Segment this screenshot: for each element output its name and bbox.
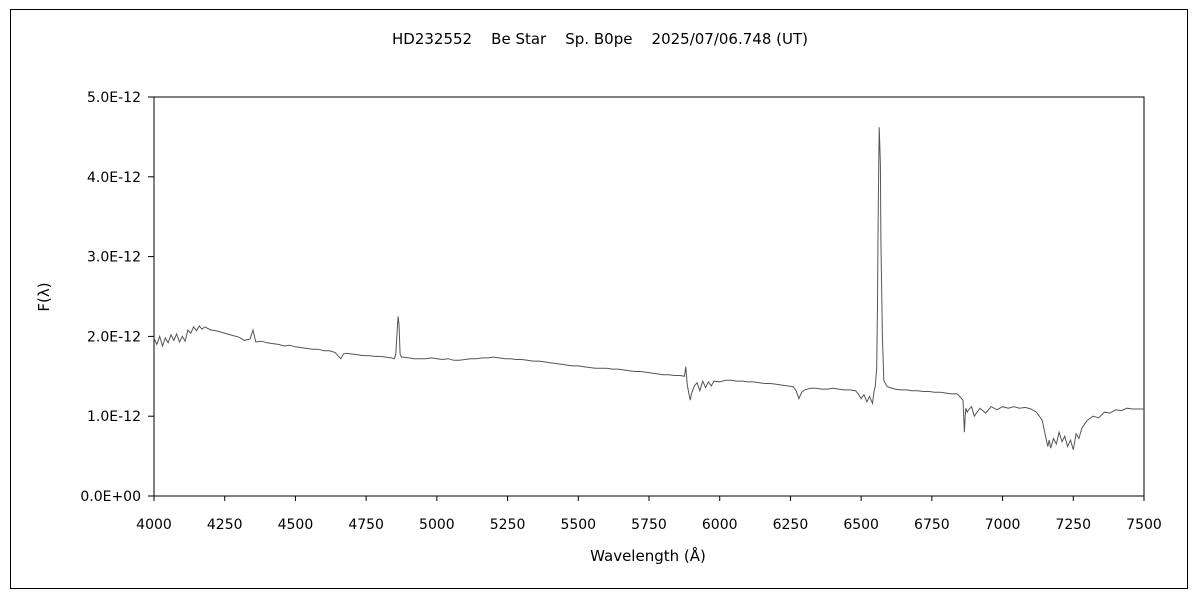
x-tick-label: 7000 — [985, 517, 1021, 533]
x-tick-label: 4750 — [348, 517, 384, 533]
y-tick-label: 5.0E-12 — [87, 90, 141, 106]
y-axis-label: F(λ) — [35, 282, 53, 311]
x-tick-label: 5500 — [560, 517, 596, 533]
plot-area — [153, 96, 1145, 497]
x-axis-label: Wavelength (Å) — [590, 546, 706, 565]
y-tick-label: 0.0E+00 — [80, 489, 141, 505]
x-tick-label: 6250 — [773, 517, 809, 533]
x-tick-label: 6750 — [914, 517, 950, 533]
x-axis: 4000 4250 4500 4750 5000 5250 5500 5750 6000 6250… — [136, 496, 1162, 533]
x-tick-label: 7500 — [1126, 517, 1162, 533]
spectrum-line — [153, 127, 1144, 450]
y-tick-label: 2.0E-12 — [87, 329, 141, 345]
y-axis: 0.0E+00 1.0E-12 2.0E-12 3.0E-12 4.0E-12 5.0E-… — [80, 90, 154, 505]
x-tick-label: 5000 — [419, 517, 455, 533]
chart-title: HD232552 Be Star Sp. B0pe 2025/07/06.748… — [392, 30, 808, 48]
x-tick-label: 4500 — [278, 517, 314, 533]
x-tick-label: 4000 — [136, 517, 172, 533]
x-tick-label: 5750 — [631, 517, 667, 533]
x-tick-label: 6500 — [843, 517, 879, 533]
x-tick-label: 4250 — [207, 517, 243, 533]
chart-frame — [10, 9, 1188, 589]
x-tick-label: 5250 — [490, 517, 526, 533]
x-tick-label: 7250 — [1055, 517, 1091, 533]
x-tick-label: 6000 — [702, 517, 738, 533]
y-tick-label: 4.0E-12 — [87, 170, 141, 186]
y-tick-label: 3.0E-12 — [87, 250, 141, 266]
y-tick-label: 1.0E-12 — [87, 409, 141, 425]
